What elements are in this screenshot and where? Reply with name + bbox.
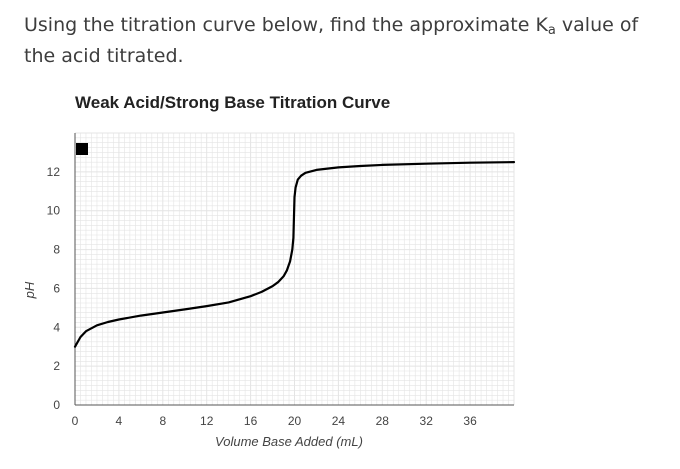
axes (74, 133, 514, 406)
x-axis-label: Volume Base Added (mL) (215, 434, 363, 449)
x-tick-label: 20 (288, 414, 302, 428)
y-axis-label: pH (22, 281, 37, 299)
x-tick-label: 28 (376, 414, 390, 428)
y-tick-label: 8 (53, 243, 60, 257)
x-tick-label: 36 (463, 414, 477, 428)
y-tick-label: 0 (53, 398, 60, 412)
question-text-end: value of the acid titrated. (24, 14, 639, 67)
question-text-start: Using the titration curve below, find th… (24, 14, 548, 36)
series-line (73, 161, 516, 348)
question-text: Using the titration curve below, find th… (24, 10, 664, 72)
x-tick-label: 12 (200, 414, 214, 428)
chart-title: Weak Acid/Strong Base Titration Curve (75, 93, 390, 112)
legend-marker (76, 143, 88, 155)
y-tick-label: 4 (53, 320, 60, 334)
x-tick-label: 32 (420, 414, 434, 428)
x-tick-label: 24 (332, 414, 346, 428)
x-tick-label: 4 (116, 414, 123, 428)
ka-subscript: a (547, 23, 556, 38)
y-tick-label: 2 (53, 359, 60, 373)
x-tick-label: 0 (72, 414, 79, 428)
y-tick-label: 10 (47, 204, 61, 218)
y-tick-label: 6 (53, 281, 60, 295)
x-tick-label: 8 (159, 414, 166, 428)
grid (74, 132, 515, 406)
x-tick-label: 16 (244, 414, 258, 428)
y-tick-label: 12 (47, 165, 61, 179)
